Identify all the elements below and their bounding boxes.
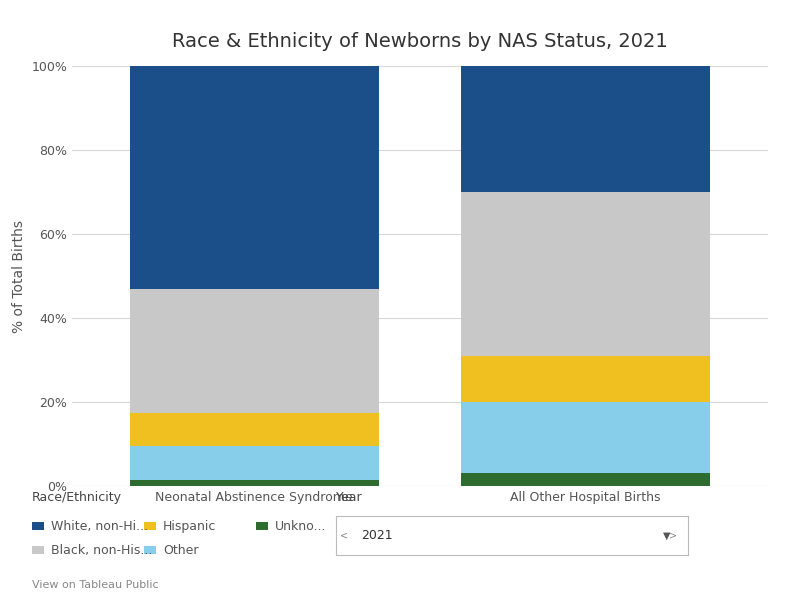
Text: Black, non-His...: Black, non-His... [51, 544, 152, 557]
Bar [462, 356, 710, 402]
Bar [130, 66, 378, 289]
Bar [462, 66, 710, 192]
Text: View on Tableau Public: View on Tableau Public [32, 580, 158, 590]
Bar [130, 413, 378, 446]
Bar [462, 402, 710, 473]
Text: Year: Year [336, 491, 362, 504]
Bar [130, 446, 378, 480]
Text: >: > [670, 530, 678, 541]
Bar [462, 473, 710, 486]
Bar [130, 289, 378, 413]
Text: White, non-Hi...: White, non-Hi... [51, 520, 148, 533]
Y-axis label: % of Total Births: % of Total Births [12, 220, 26, 332]
Bar [462, 192, 710, 356]
Text: Unkno...: Unkno... [275, 520, 326, 533]
Text: Race/Ethnicity: Race/Ethnicity [32, 491, 122, 504]
Text: ▼: ▼ [663, 530, 671, 541]
Text: Hispanic: Hispanic [163, 520, 216, 533]
Title: Race & Ethnicity of Newborns by NAS Status, 2021: Race & Ethnicity of Newborns by NAS Stat… [172, 32, 668, 50]
Text: 2021: 2021 [361, 529, 392, 542]
Text: <: < [339, 530, 348, 541]
Text: Other: Other [163, 544, 198, 557]
Bar [130, 480, 378, 486]
